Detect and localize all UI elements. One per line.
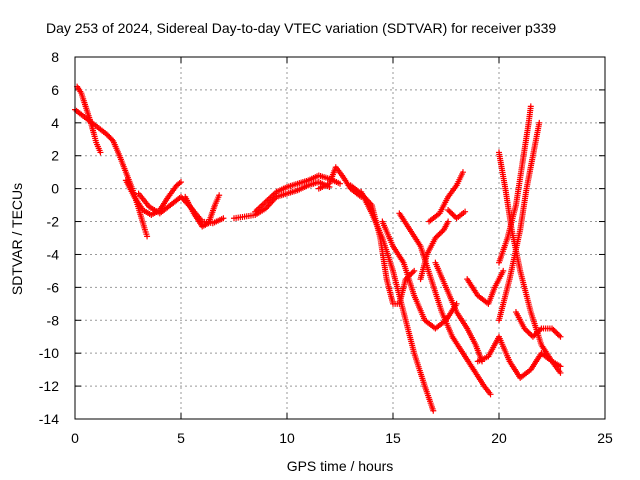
data-point-marker <box>411 267 418 274</box>
series-arc-late-13 <box>496 119 543 324</box>
y-tick-label: -2 <box>47 214 60 230</box>
data-point-marker <box>487 391 494 398</box>
data-point-marker <box>220 215 227 222</box>
plot-frame <box>74 56 606 420</box>
data-point-marker <box>435 232 442 239</box>
data-point-marker <box>550 326 557 333</box>
y-tick-label: 8 <box>51 49 59 65</box>
y-tick-label: -6 <box>47 279 60 295</box>
data-point-marker <box>554 330 561 337</box>
y-tick-label: -12 <box>39 378 59 394</box>
data-point-marker <box>144 233 151 240</box>
series-arc-late-12 <box>496 103 534 266</box>
data-point-marker <box>527 330 534 337</box>
data-point-marker <box>500 267 507 274</box>
y-tick-label: -10 <box>39 345 59 361</box>
series-arc-late-5 <box>417 218 452 283</box>
series-arc-late-9 <box>464 267 507 307</box>
data-point-marker <box>337 180 343 187</box>
series-arc-late-6 <box>426 169 466 225</box>
data-point-marker <box>436 230 443 237</box>
data-point-marker <box>447 209 454 216</box>
data-point-marker <box>557 333 564 340</box>
data-point-marker <box>462 208 469 215</box>
series-arc-late-8 <box>445 207 469 222</box>
data-point-marker <box>529 333 536 340</box>
data-point-marker <box>557 369 564 376</box>
series-arc-late-2 <box>358 188 437 414</box>
data-point-marker <box>459 169 466 176</box>
data-point-marker <box>524 328 531 335</box>
data-points <box>72 83 564 414</box>
y-axis-title: SDTVAR / TECUs <box>9 183 25 295</box>
series-arc-mid-1 <box>182 192 223 230</box>
y-tick-label: -4 <box>47 246 60 262</box>
data-point-marker <box>527 103 534 110</box>
data-point-marker <box>553 329 560 336</box>
series-arc-mid-3 <box>252 172 343 215</box>
data-point-marker <box>445 207 452 214</box>
series-arc-mid-4 <box>315 164 365 200</box>
data-point-marker <box>97 149 104 156</box>
series-arc-late-3 <box>379 218 460 332</box>
x-tick-label: 20 <box>491 430 507 446</box>
data-point-marker <box>108 136 115 143</box>
data-point-marker <box>445 218 452 225</box>
y-tick-label: 6 <box>51 82 59 98</box>
series-arc-late-1 <box>347 182 418 307</box>
series-arc-late-7 <box>432 259 486 365</box>
y-tick-label: -8 <box>47 312 60 328</box>
series-arc-late-4 <box>396 210 494 398</box>
y-tick-label: 2 <box>51 148 59 164</box>
data-point-marker <box>450 212 457 219</box>
axis-ticks: 0 5 10 15 20 25 -14 -12 -10 -8 -6 -4 -2 0 2 4 6 8 <box>39 49 613 446</box>
series-arc-early-1 <box>72 106 151 240</box>
x-tick-label: 10 <box>279 430 295 446</box>
chart-title: Day 253 of 2024, Sidereal Day-to-day VTE… <box>46 20 556 36</box>
series-arc-late-14 <box>512 309 564 340</box>
data-point-marker <box>438 229 445 236</box>
data-point-marker <box>178 179 184 186</box>
data-point-marker <box>216 192 223 199</box>
data-point-marker <box>449 211 456 218</box>
data-point-marker <box>536 119 543 126</box>
y-tick-label: 4 <box>51 115 59 131</box>
x-tick-label: 0 <box>71 430 79 446</box>
data-point-marker <box>430 407 437 414</box>
series-arc-late-10 <box>474 333 564 381</box>
x-tick-label: 15 <box>385 430 401 446</box>
data-point-marker <box>525 329 532 336</box>
data-point-marker <box>551 328 558 335</box>
series-arc-early-3 <box>122 177 184 218</box>
series-arc-early-2 <box>74 83 104 156</box>
y-tick-label: -14 <box>39 411 59 427</box>
x-axis-title: GPS time / hours <box>287 458 394 474</box>
x-tick-label: 25 <box>597 430 613 446</box>
y-tick-label: 0 <box>51 181 59 197</box>
data-point-marker <box>446 208 453 215</box>
data-point-marker <box>409 269 416 276</box>
series-arc-mid-2 <box>231 179 333 222</box>
grid-lines <box>75 57 605 419</box>
data-point-marker <box>556 332 563 339</box>
x-tick-label: 5 <box>177 430 185 446</box>
